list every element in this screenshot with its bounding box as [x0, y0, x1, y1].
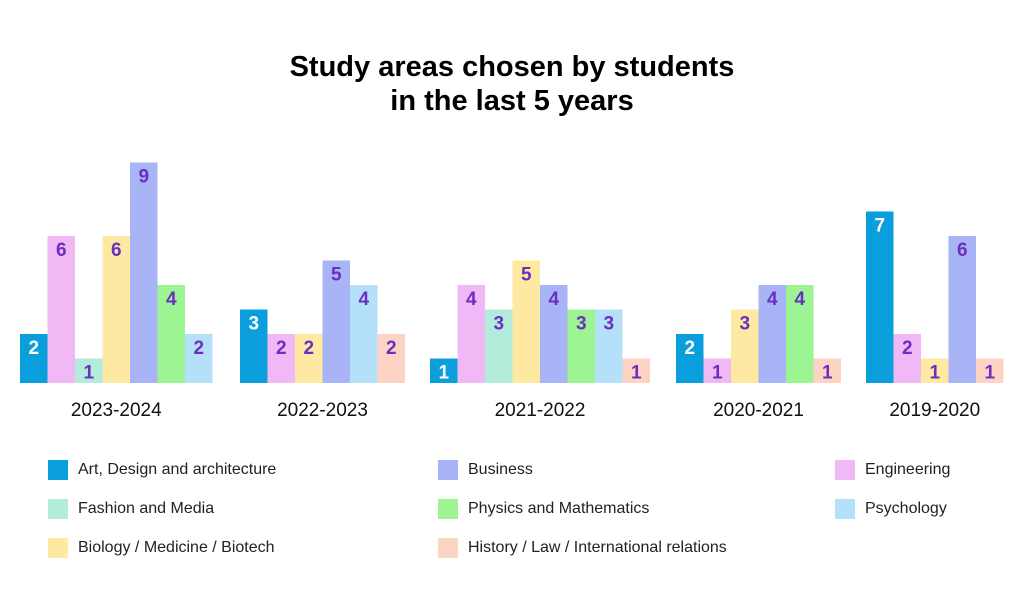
value-label-2023-2024-business: 9 [138, 167, 149, 188]
category-label-2023-2024: 2023-2024 [71, 400, 162, 421]
bar-2021-2022-engineering [457, 285, 485, 383]
legend-label: Engineering [865, 461, 951, 478]
chart-title-line-2: in the last 5 years [390, 85, 634, 117]
bar-2022-2023-business [322, 260, 350, 383]
value-label-2023-2024-biology-medicine-biotech: 6 [111, 240, 122, 261]
bar-2021-2022-biology-medicine-biotech [512, 260, 540, 383]
bar-2019-2020-art-design-and-architecture [866, 211, 894, 383]
bar-2020-2021-history-law-international-relations [813, 358, 841, 383]
value-label-2023-2024-fashion-and-media: 1 [83, 363, 94, 384]
value-label-2022-2023-engineering: 2 [276, 338, 287, 359]
legend-label: Business [468, 461, 533, 478]
bar-2020-2021-physics-and-mathematics [786, 285, 814, 383]
legend-swatch [48, 460, 68, 480]
bar-2019-2020-biology-medicine-biotech [921, 358, 949, 383]
value-label-2022-2023-art-design-and-architecture: 3 [248, 314, 259, 335]
value-label-2020-2021-art-design-and-architecture: 2 [684, 338, 695, 359]
value-label-2021-2022-engineering: 4 [466, 289, 477, 310]
value-label-2019-2020-art-design-and-architecture: 7 [874, 216, 885, 237]
legend-label: Biology / Medicine / Biotech [78, 539, 275, 556]
value-label-2021-2022-psychology: 3 [603, 314, 614, 335]
value-label-2020-2021-biology-medicine-biotech: 3 [739, 314, 750, 335]
bar-2023-2024-psychology [185, 334, 213, 383]
value-label-2022-2023-business: 5 [331, 265, 342, 286]
bar-2020-2021-art-design-and-architecture [676, 334, 704, 383]
legend-label: Art, Design and architecture [78, 461, 277, 478]
value-label-2021-2022-history-law-international-relations: 1 [631, 363, 642, 384]
value-label-2023-2024-physics-and-mathematics: 4 [166, 289, 177, 310]
value-label-2020-2021-business: 4 [767, 289, 778, 310]
legend-swatch [438, 538, 458, 558]
bar-2022-2023-biology-medicine-biotech [295, 334, 323, 383]
value-label-2019-2020-business: 6 [957, 240, 968, 261]
value-label-2022-2023-psychology: 4 [358, 289, 369, 310]
legend-swatch [835, 499, 855, 519]
legend-swatch [835, 460, 855, 480]
category-label-2022-2023: 2022-2023 [277, 400, 368, 421]
category-label-2021-2022: 2021-2022 [495, 400, 586, 421]
bar-2023-2024-physics-and-mathematics [157, 285, 185, 383]
value-label-2019-2020-engineering: 2 [902, 338, 913, 359]
bar-2019-2020-history-law-international-relations [976, 358, 1004, 383]
value-label-2019-2020-biology-medicine-biotech: 1 [929, 363, 940, 384]
legend-swatch [48, 499, 68, 519]
bar-2020-2021-business [758, 285, 786, 383]
value-label-2023-2024-art-design-and-architecture: 2 [28, 338, 39, 359]
value-label-2022-2023-history-law-international-relations: 2 [386, 338, 397, 359]
value-label-2020-2021-engineering: 1 [712, 363, 723, 384]
bar-2021-2022-history-law-international-relations [622, 358, 650, 383]
bar-2019-2020-engineering [893, 334, 921, 383]
bar-2023-2024-fashion-and-media [75, 358, 103, 383]
value-label-2023-2024-psychology: 2 [193, 338, 204, 359]
value-label-2022-2023-biology-medicine-biotech: 2 [303, 338, 314, 359]
value-label-2020-2021-history-law-international-relations: 1 [822, 363, 833, 384]
bar-2021-2022-fashion-and-media [485, 309, 513, 383]
value-label-2021-2022-art-design-and-architecture: 1 [438, 363, 449, 384]
bar-2022-2023-psychology [350, 285, 378, 383]
value-label-2021-2022-fashion-and-media: 3 [493, 314, 504, 335]
chart-title-line-1: Study areas chosen by students [289, 51, 735, 83]
bar-2023-2024-engineering [47, 236, 75, 383]
bars-layer [20, 162, 1004, 383]
bar-2021-2022-art-design-and-architecture [430, 358, 458, 383]
legend-label: History / Law / International relations [468, 539, 727, 556]
legend-label: Fashion and Media [78, 500, 215, 517]
bar-2022-2023-art-design-and-architecture [240, 309, 268, 383]
bar-2019-2020-business [948, 236, 976, 383]
category-label-2020-2021: 2020-2021 [713, 400, 804, 421]
legend-swatch [48, 538, 68, 558]
legend-label: Physics and Mathematics [468, 500, 650, 517]
bar-2020-2021-engineering [703, 358, 731, 383]
bar-2023-2024-art-design-and-architecture [20, 334, 48, 383]
value-label-2020-2021-physics-and-mathematics: 4 [794, 289, 805, 310]
bar-2021-2022-psychology [595, 309, 623, 383]
legend-label: Psychology [865, 500, 947, 517]
bar-2021-2022-physics-and-mathematics [567, 309, 595, 383]
category-label-2019-2020: 2019-2020 [889, 400, 980, 421]
value-label-2021-2022-biology-medicine-biotech: 5 [521, 265, 532, 286]
bar-2023-2024-biology-medicine-biotech [102, 236, 130, 383]
value-label-2021-2022-physics-and-mathematics: 3 [576, 314, 587, 335]
legend-swatch [438, 499, 458, 519]
bar-2022-2023-history-law-international-relations [377, 334, 405, 383]
value-label-2019-2020-history-law-international-relations: 1 [984, 363, 995, 384]
bar-2022-2023-engineering [267, 334, 295, 383]
value-label-2021-2022-business: 4 [548, 289, 559, 310]
bar-2021-2022-business [540, 285, 568, 383]
legend-swatch [438, 460, 458, 480]
bar-2020-2021-biology-medicine-biotech [731, 309, 759, 383]
value-label-2023-2024-engineering: 6 [56, 240, 67, 261]
bar-2023-2024-business [130, 162, 158, 383]
